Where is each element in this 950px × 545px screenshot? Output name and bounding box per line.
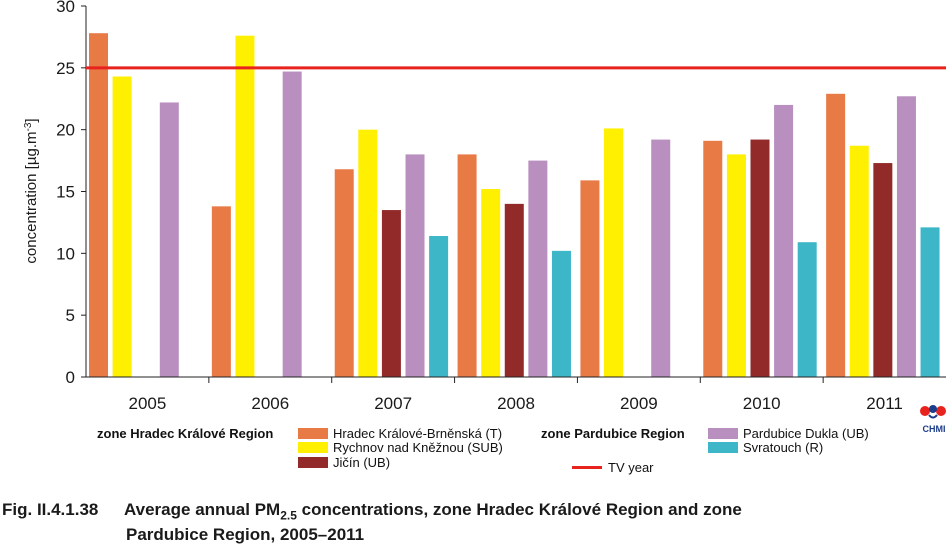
bar-2010-series-0 [703,140,723,377]
caption-text-pre: Average annual PM [124,500,281,519]
bar-2011-series-1 [849,145,869,377]
legend-item-rychnov: Rychnov nad Kněžnou (SUB) [298,440,503,455]
y-tick-label: 0 [66,368,75,387]
caption-line-1: Fig. II.4.1.38 Average annual PM2.5 conce… [2,500,742,525]
bar-2010-series-4 [797,242,817,377]
y-tick-label: 20 [56,121,75,140]
y-ticks: 0 5 10 15 20 25 30 [56,0,86,387]
figure-caption: Fig. II.4.1.38 Average annual PM2.5 conce… [2,500,742,545]
bar-2011-series-2 [873,163,893,377]
x-tick-label: 2008 [497,394,535,413]
bar-2011-series-4 [920,227,940,377]
legend-item-jicin: Jičín (UB) [298,455,390,470]
bar-2006-series-0 [211,206,231,377]
legend-swatch [708,442,738,453]
y-tick-label: 30 [56,0,75,16]
caption-text-post: concentrations, zone Hradec Králové Regi… [296,500,742,519]
y-axis-label: concentration [µg.m-3] [23,118,41,263]
legend-line-swatch [572,466,602,469]
x-tick-label: 2006 [251,394,289,413]
caption-figure-number: Fig. II.4.1.38 [2,500,99,519]
bar-2006-series-1 [235,35,255,378]
chmi-logo-graphic [920,405,946,419]
x-tick-label: 2009 [620,394,658,413]
legend-label: Hradec Králové-Brněnská (T) [333,426,503,441]
y-tick-label: 10 [56,244,75,263]
bar-2005-series-3 [159,102,179,378]
x-tick-label: 2005 [129,394,167,413]
bar-2006-series-3 [282,71,302,377]
bar-2008-series-2 [504,203,524,377]
legend-swatch [298,457,328,468]
legend-item-svratouch: Svratouch (R) [708,440,823,455]
x-ticks: 2005 2006 2007 2008 2009 2010 2011 [129,394,903,413]
bar-2007-series-2 [381,210,401,377]
bar-2008-series-0 [457,154,477,377]
bar-2011-series-3 [896,96,916,377]
bar-2007-series-0 [334,169,354,377]
bar-2007-series-3 [405,154,425,377]
y-tick-label: 25 [56,59,75,78]
bar-2009-series-1 [604,128,624,377]
bar-2008-series-3 [528,160,548,377]
bar-2005-series-1 [112,76,132,378]
bar-2008-series-4 [551,250,571,377]
bars-group [89,33,940,378]
legend-swatch [298,428,328,439]
legend-item-hradec-kralove: Hradec Králové-Brněnská (T) [298,426,502,441]
bar-2005-series-0 [89,33,108,377]
x-tick-label: 2007 [374,394,412,413]
legend-zone-hradec-label: zone Hradec Králové Region [97,426,274,441]
legend: zone Hradec Králové Region Hradec Králov… [0,420,950,480]
x-tick-label: 2011 [866,394,903,413]
legend-label: Rychnov nad Kněžnou (SUB) [333,440,503,455]
legend-label: Svratouch (R) [743,440,824,455]
bar-2007-series-1 [358,129,378,377]
y-tick-label: 15 [56,183,75,202]
bar-2011-series-0 [826,93,846,377]
x-tick-label: 2010 [743,394,781,413]
bar-2008-series-1 [481,189,501,377]
bar-2007-series-4 [429,236,449,377]
bar-2009-series-3 [651,139,671,377]
legend-zone-pardubice-label: zone Pardubice Region [541,426,685,441]
legend-swatch [708,428,738,439]
bar-2009-series-0 [580,180,600,377]
legend-item-tv-year: TV year [572,460,654,475]
caption-pm-subscript: 2.5 [280,508,297,523]
legend-item-pardubice-dukla: Pardubice Dukla (UB) [708,426,869,441]
legend-label: Jičín (UB) [333,455,391,470]
bar-2010-series-1 [726,154,746,377]
chmi-logo-icon: CHMI [918,402,948,438]
bar-2010-series-3 [774,104,794,377]
chmi-logo-text: CHMI [922,424,946,434]
legend-label: Pardubice Dukla (UB) [743,426,869,441]
bar-2010-series-2 [750,139,770,377]
legend-swatch [298,442,328,453]
caption-line-2: Pardubice Region, 2005–2011 [126,525,365,545]
chart: 0 5 10 15 20 25 30 2005 2006 2007 2008 2009 2010 201… [23,0,946,413]
y-tick-label: 5 [66,306,75,325]
legend-label: TV year [608,460,654,475]
